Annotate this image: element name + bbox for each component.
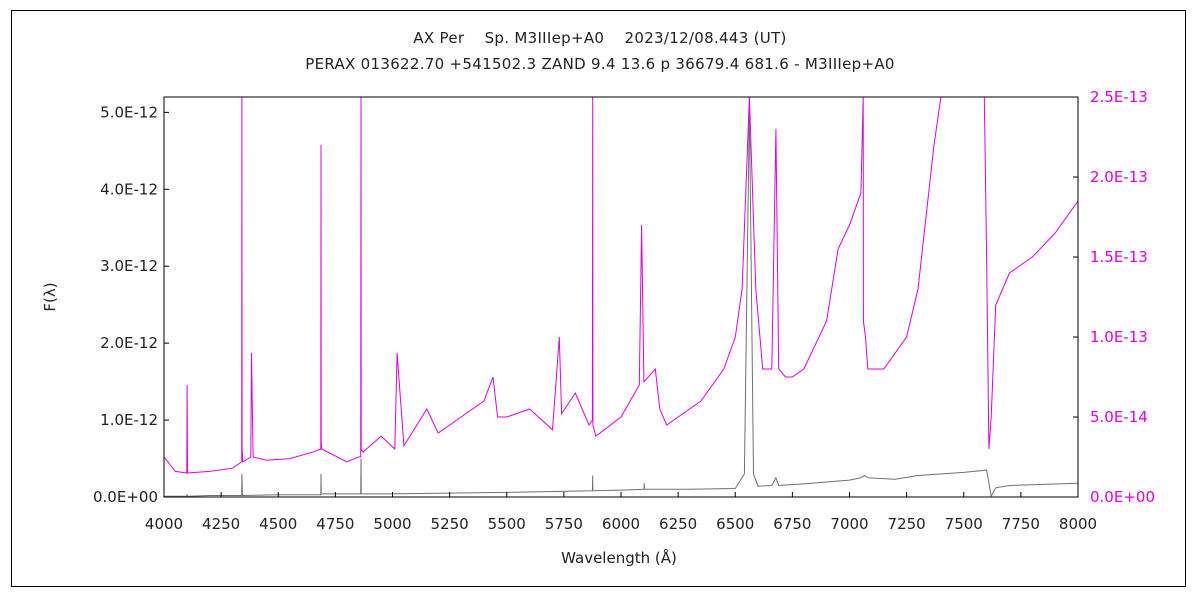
x-tick-label: 8000 [1059, 515, 1097, 533]
x-axis-label: Wavelength (Å) [561, 548, 677, 567]
x-tick-label: 6250 [659, 515, 697, 533]
y-right-tick-label: 1.0E-13 [1090, 328, 1148, 346]
x-tick-label: 5000 [373, 515, 411, 533]
spectrum-line-left-axis [164, 104, 1078, 497]
y-right-tick-label: 2.0E-13 [1090, 168, 1148, 186]
plot-area-border [163, 96, 1079, 498]
x-tick-label: 5750 [545, 515, 583, 533]
y-right-tick-label: 2.5E-13 [1090, 88, 1148, 106]
x-tick-label: 5500 [488, 515, 526, 533]
y-left-tick-label: 0.0E+00 [93, 488, 158, 506]
y-left-tick-label: 5.0E-12 [100, 103, 158, 121]
chart-title: AX Per Sp. M3IIIep+A0 2023/12/08.443 (UT… [413, 29, 787, 47]
y-right-tick-label: 0.0E+00 [1090, 488, 1155, 506]
figure-frame [11, 10, 1186, 587]
x-tick-label: 7250 [888, 515, 926, 533]
y-right-tick-label: 1.5E-13 [1090, 248, 1148, 266]
x-tick-label: 4000 [145, 515, 183, 533]
y-left-tick-label: 3.0E-12 [100, 257, 158, 275]
x-tick-label: 7750 [1002, 515, 1040, 533]
x-tick-label: 5250 [431, 515, 469, 533]
ticks-layer: 4000 4250 4500 4750 5000 5250 5500 5750 6000 6250… [93, 88, 1155, 533]
x-tick-label: 6000 [602, 515, 640, 533]
y-right-tick-label: 5.0E-14 [1090, 408, 1148, 426]
x-tick-label: 7000 [830, 515, 868, 533]
y-left-tick-label: 2.0E-12 [100, 334, 158, 352]
x-tick-label: 6500 [716, 515, 754, 533]
chart-subtitle: PERAX 013622.70 +541502.3 ZAND 9.4 13.6 … [305, 55, 895, 73]
x-tick-label: 4250 [202, 515, 240, 533]
y-left-tick-label: 1.0E-12 [100, 411, 158, 429]
series-layer [164, 97, 1078, 497]
y-axis-label: F(λ) [41, 282, 59, 311]
x-tick-label: 4750 [316, 515, 354, 533]
x-tick-label: 6750 [773, 515, 811, 533]
x-tick-label: 7500 [945, 515, 983, 533]
x-tick-label: 4500 [259, 515, 297, 533]
y-left-tick-label: 4.0E-12 [100, 180, 158, 198]
spectrum-line-right-axis [164, 97, 1078, 474]
